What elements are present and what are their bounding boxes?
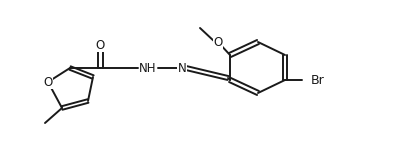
Text: O: O: [213, 36, 223, 49]
Text: Br: Br: [311, 74, 325, 86]
Text: O: O: [44, 76, 53, 88]
Text: N: N: [178, 61, 187, 75]
Text: NH: NH: [139, 61, 157, 75]
Text: O: O: [95, 38, 105, 52]
